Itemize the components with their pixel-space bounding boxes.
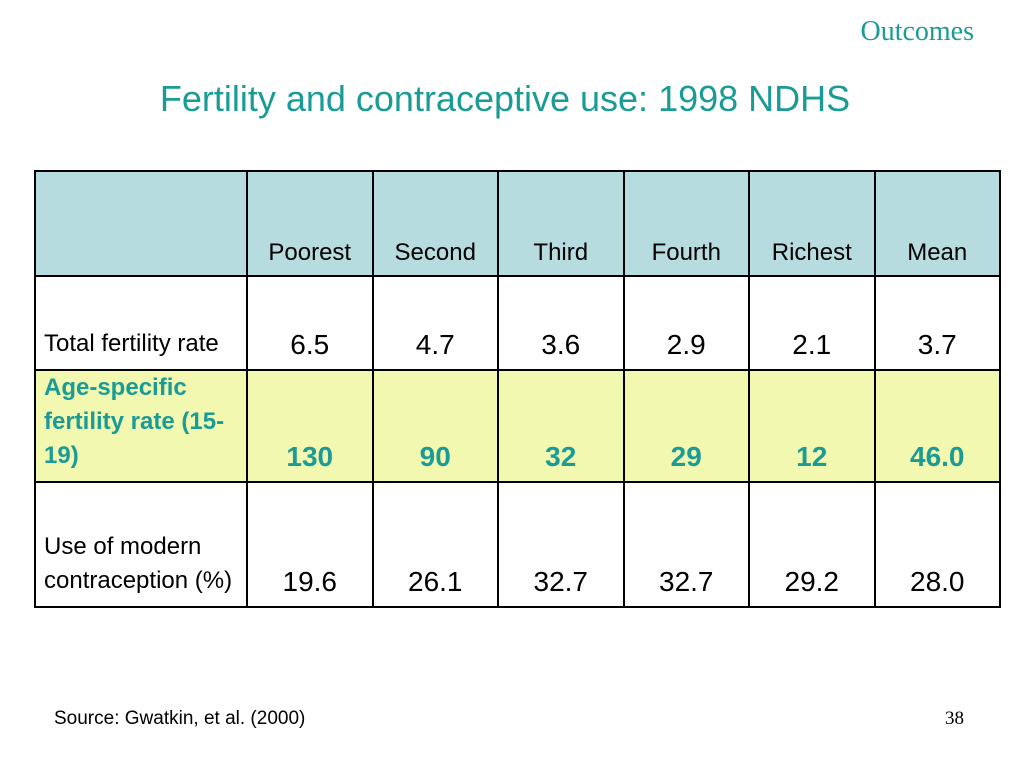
table-cell: 6.5 bbox=[246, 275, 374, 371]
table-cell: 32.7 bbox=[497, 481, 625, 608]
column-header-fourth: Fourth bbox=[622, 170, 750, 277]
table-cell: 29.2 bbox=[748, 481, 876, 608]
source-note: Source: Gwatkin, et al. (2000) bbox=[54, 708, 306, 729]
table-cell: 2.9 bbox=[622, 275, 750, 371]
column-header-second: Second bbox=[371, 170, 499, 277]
column-header-poorest: Poorest bbox=[246, 170, 374, 277]
table-cell: 3.6 bbox=[497, 275, 625, 371]
table-row-modern-contraception: Use of modern contraception (%) 19.6 26.… bbox=[34, 481, 1001, 608]
slide-title: Fertility and contraceptive use: 1998 ND… bbox=[159, 78, 851, 119]
table-row-total-fertility-rate: Total fertility rate 6.5 4.7 3.6 2.9 2.1… bbox=[34, 275, 1001, 371]
table-row-age-specific-fertility-rate: Age-specific fertility rate (15-19) 130 … bbox=[34, 369, 1001, 483]
table-cell: 12 bbox=[748, 369, 876, 483]
table-header-row: Poorest Second Third Fourth Richest Mean bbox=[34, 170, 1001, 277]
row-label: Age-specific fertility rate (15-19) bbox=[34, 369, 248, 483]
page-number: 38 bbox=[945, 708, 964, 729]
row-label: Use of modern contraception (%) bbox=[34, 481, 248, 608]
column-header-richest: Richest bbox=[748, 170, 876, 277]
table-cell: 32.7 bbox=[622, 481, 750, 608]
table-cell: 3.7 bbox=[873, 275, 1001, 371]
table-cell: 32 bbox=[497, 369, 625, 483]
header-corner-cell bbox=[34, 170, 248, 277]
row-label: Total fertility rate bbox=[34, 275, 248, 371]
column-header-mean: Mean bbox=[873, 170, 1001, 277]
column-header-third: Third bbox=[497, 170, 625, 277]
table-cell: 29 bbox=[622, 369, 750, 483]
table-cell: 28.0 bbox=[873, 481, 1001, 608]
table-cell: 19.6 bbox=[246, 481, 374, 608]
data-table: Poorest Second Third Fourth Richest Mean… bbox=[34, 170, 1001, 608]
table-cell: 4.7 bbox=[371, 275, 499, 371]
table-cell: 90 bbox=[371, 369, 499, 483]
section-label: Outcomes bbox=[860, 16, 974, 47]
table-cell: 46.0 bbox=[873, 369, 1001, 483]
table-cell: 130 bbox=[246, 369, 374, 483]
table-cell: 26.1 bbox=[371, 481, 499, 608]
table-cell: 2.1 bbox=[748, 275, 876, 371]
